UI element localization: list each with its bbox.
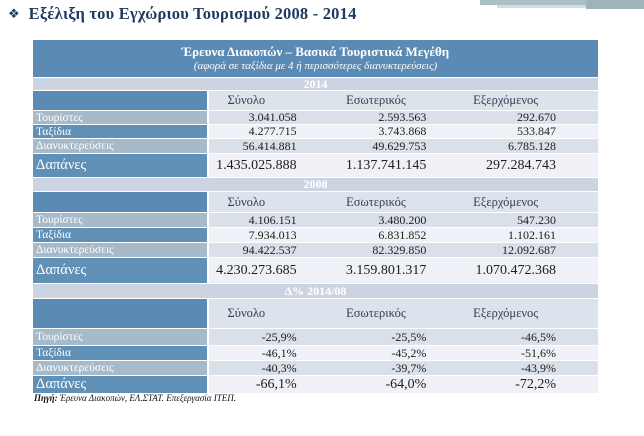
cell-value: -25,9% [209, 329, 339, 345]
section-band-2008: 2008 [33, 177, 598, 191]
row-label: Δαπάνες [33, 376, 209, 393]
column-header-row: Σύνολο Εσωτερικός Εξερχόμενος [33, 298, 599, 328]
cell-value: 2.593.563 [338, 110, 469, 124]
cell-value: 7.934.013 [209, 228, 339, 242]
cell-value: -39,7% [338, 361, 469, 375]
column-header-spacer [33, 192, 209, 212]
tourism-table: Έρευνα Διακοπών – Βασικά Τουριστικά Μεγέ… [33, 40, 599, 393]
page-title: Εξέλιξη του Εγχώριου Τουρισμού 2008 - 20… [28, 4, 357, 23]
column-header-total: Σύνολο [209, 192, 339, 212]
cell-value: 6.785.128 [468, 139, 599, 153]
column-header-outbound: Εξερχόμενος [468, 192, 599, 212]
table-row: Ταξίδια -46,1% -45,2% -51,6% [33, 345, 599, 360]
table-row: Τουρίστες -25,9% -25,5% -46,5% [33, 328, 599, 345]
cell-value: -51,6% [468, 346, 599, 360]
column-header-total: Σύνολο [209, 91, 339, 110]
section-band-2014: 2014 [33, 77, 598, 91]
cell-value: 3.743.868 [338, 124, 469, 138]
cell-value: -43,9% [468, 361, 599, 375]
row-label: Διανυκτερεύσεις [33, 361, 209, 375]
cell-value: 533.847 [468, 124, 599, 138]
row-label: Διανυκτερεύσεις [33, 243, 209, 257]
table-title: Έρευνα Διακοπών – Βασικά Τουριστικά Μεγέ… [181, 43, 450, 59]
cell-value: -46,5% [468, 329, 599, 345]
table-row: Ταξίδια 4.277.715 3.743.868 533.847 [33, 124, 599, 138]
source-text: Έρευνα Διακοπών, ΕΛ.ΣΤΑΤ. Επεξεργασία ΙΤ… [59, 393, 236, 403]
table-row: Δαπάνες 1.435.025.888 1.137.741.145 297.… [33, 153, 599, 177]
row-label: Δαπάνες [33, 258, 209, 283]
table-row: Διανυκτερεύσεις 94.422.537 82.329.850 12… [33, 242, 599, 257]
cell-value: -45,2% [338, 346, 469, 360]
cell-value: -40,3% [209, 361, 339, 375]
table-row: Τουρίστες 4.106.151 3.480.200 547.230 [33, 212, 599, 227]
table-subtitle: (αφορά σε ταξίδια με 4 ή περισσότερες δι… [193, 59, 438, 72]
cell-value: -66,1% [209, 376, 339, 393]
cell-value: 4.230.273.685 [209, 258, 339, 283]
cell-value: 3.159.801.317 [338, 258, 469, 283]
row-label: Ταξίδια [33, 228, 209, 242]
column-header-spacer [33, 91, 209, 110]
column-header-domestic: Εσωτερικός [338, 91, 469, 110]
table-row: Δαπάνες 4.230.273.685 3.159.801.317 1.07… [33, 257, 599, 283]
cell-value: 547.230 [468, 213, 599, 227]
cell-value: -25,5% [338, 329, 469, 345]
table-header: Έρευνα Διακοπών – Βασικά Τουριστικά Μεγέ… [33, 40, 598, 77]
cell-value: -46,1% [209, 346, 339, 360]
cell-value: -72,2% [468, 376, 599, 393]
column-header-domestic: Εσωτερικός [338, 299, 469, 328]
slide-title: ❖ Εξέλιξη του Εγχώριου Τουρισμού 2008 - … [8, 4, 357, 24]
column-header-outbound: Εξερχόμενος [468, 299, 599, 328]
cell-value: 3.041.058 [209, 110, 339, 124]
column-header-outbound: Εξερχόμενος [468, 91, 599, 110]
diamond-bullet-icon: ❖ [8, 6, 20, 21]
cell-value: 1.137.741.145 [338, 154, 469, 177]
row-label: Ταξίδια [33, 125, 209, 138]
column-header-row: Σύνολο Εσωτερικός Εξερχόμενος [33, 191, 599, 212]
column-header-domestic: Εσωτερικός [338, 192, 469, 212]
table-row: Διανυκτερεύσεις 56.414.881 49.629.753 6.… [33, 138, 599, 153]
cell-value: -64,0% [338, 376, 469, 393]
row-label: Τουρίστες [33, 329, 209, 345]
cell-value: 1.435.025.888 [209, 154, 339, 177]
row-label: Δαπάνες [33, 154, 209, 177]
theme-decoration-bar [480, 0, 644, 5]
cell-value: 82.329.850 [338, 243, 469, 257]
cell-value: 3.480.200 [338, 213, 469, 227]
source-note: Πηγή: Έρευνα Διακοπών, ΕΛ.ΣΤΑΤ. Επεξεργα… [34, 393, 236, 403]
cell-value: 292.670 [468, 110, 599, 124]
cell-value: 297.284.743 [468, 154, 599, 177]
column-header-row: Σύνολο Εσωτερικός Εξερχόμενος [33, 90, 599, 110]
column-header-total: Σύνολο [209, 299, 339, 328]
table-row: Ταξίδια 7.934.013 6.831.852 1.102.161 [33, 227, 599, 242]
row-label: Τουρίστες [33, 213, 209, 227]
section-band-delta: Δ% 2014/08 [33, 283, 598, 298]
cell-value: 6.831.852 [338, 228, 469, 242]
row-label: Τουρίστες [33, 111, 209, 124]
cell-value: 49.629.753 [338, 139, 469, 153]
theme-decoration-bar [586, 0, 644, 9]
cell-value: 1.070.472.368 [468, 258, 599, 283]
row-label: Ταξίδια [33, 346, 209, 360]
cell-value: 4.277.715 [209, 124, 339, 138]
cell-value: 4.106.151 [209, 213, 339, 227]
theme-decoration-bar [497, 5, 644, 8]
cell-value: 94.422.537 [209, 243, 339, 257]
table-row: Δαπάνες -66,1% -64,0% -72,2% [33, 375, 599, 393]
column-header-spacer [33, 299, 209, 328]
cell-value: 1.102.161 [468, 228, 599, 242]
table-row: Διανυκτερεύσεις -40,3% -39,7% -43,9% [33, 360, 599, 375]
cell-value: 12.092.687 [468, 243, 599, 257]
cell-value: 56.414.881 [209, 139, 339, 153]
row-label: Διανυκτερεύσεις [33, 139, 209, 153]
table-row: Τουρίστες 3.041.058 2.593.563 292.670 [33, 110, 599, 124]
source-label: Πηγή: [34, 393, 58, 403]
